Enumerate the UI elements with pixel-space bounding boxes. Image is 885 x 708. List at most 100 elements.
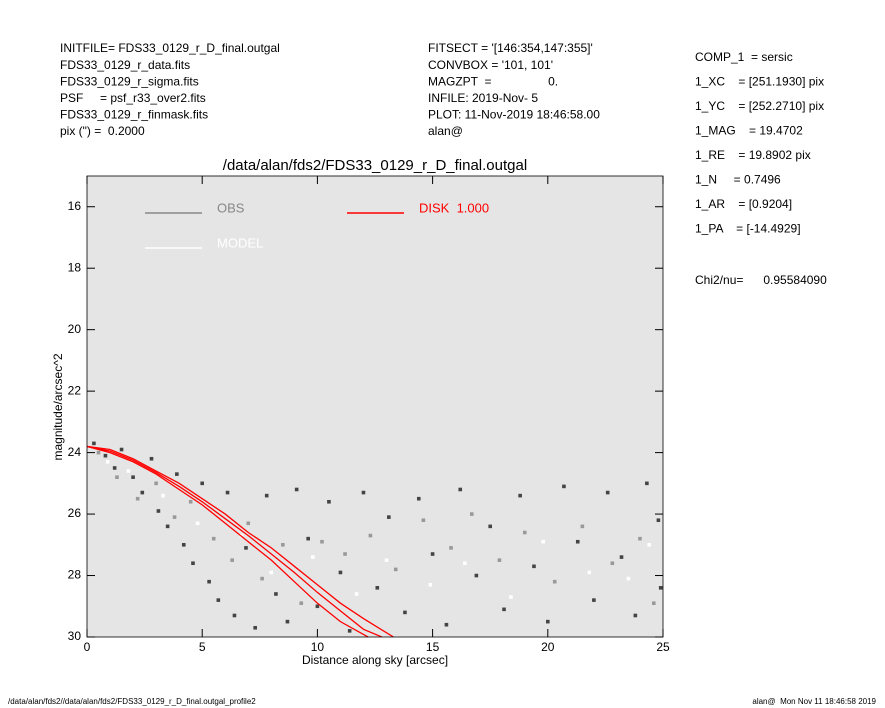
data-point	[246, 521, 251, 526]
fit-param: 1_MAG = 19.4702	[695, 124, 803, 138]
x-axis-title: Distance along sky [arcsec]	[302, 653, 448, 667]
data-point	[502, 607, 506, 612]
data-point	[430, 552, 435, 556]
data-point	[156, 509, 161, 513]
data-point	[112, 466, 117, 470]
y-tick-label: 16	[68, 199, 82, 213]
header-mid-line: FITSECT = '[146:354,147:355]'	[428, 41, 593, 55]
data-point	[546, 619, 550, 624]
data-point	[126, 469, 131, 473]
data-point	[306, 536, 310, 541]
legend-label: OBS	[217, 200, 245, 215]
data-point	[165, 524, 170, 529]
data-point	[541, 539, 545, 544]
data-point	[216, 598, 221, 602]
data-point	[135, 496, 140, 501]
data-point	[269, 570, 274, 575]
data-point	[211, 536, 216, 541]
y-tick-label: 30	[68, 629, 82, 643]
x-tick-label: 20	[541, 640, 555, 654]
model-line	[87, 445, 369, 637]
chi2: Chi2/nu= 0.95584090	[695, 273, 827, 287]
data-point	[274, 592, 278, 596]
header-mid-line: CONVBOX = '101, 101'	[428, 58, 553, 72]
header-left-line: FDS33_0129_r_finmask.fits	[60, 108, 208, 122]
data-point	[225, 490, 230, 495]
data-point	[253, 625, 257, 630]
chart-title: /data/alan/fds2/FDS33_0129_r_D_final.out…	[223, 157, 527, 174]
data-point	[230, 558, 234, 562]
data-point	[260, 576, 264, 581]
x-tick-label: 25	[656, 640, 670, 654]
model-line	[87, 445, 383, 637]
data-point	[497, 558, 502, 562]
data-point	[587, 570, 592, 575]
y-axis-title: magnitude/arcsec^2	[51, 353, 65, 460]
data-point	[294, 487, 299, 492]
fit-param: 1_XC = [251.1930] pix	[695, 75, 824, 89]
fit-param: 1_AR = [0.9204]	[695, 197, 792, 211]
data-point	[605, 490, 610, 495]
y-tick-label: 26	[68, 506, 82, 520]
y-tick-label: 24	[68, 445, 82, 459]
data-point	[175, 472, 179, 476]
legend-label: MODEL	[217, 235, 263, 250]
data-point	[518, 493, 522, 498]
data-point	[368, 533, 373, 538]
data-point	[393, 567, 398, 572]
x-tick-label: 10	[311, 640, 325, 654]
data-point	[188, 499, 193, 504]
y-tick-label: 20	[68, 322, 82, 336]
data-point	[375, 586, 380, 590]
data-point	[647, 543, 651, 547]
data-point	[509, 595, 513, 599]
data-point	[264, 493, 269, 498]
data-point	[428, 582, 433, 587]
fit-param: COMP_1 = sersic	[695, 50, 793, 64]
x-tick-label: 5	[199, 640, 206, 654]
data-point	[161, 493, 165, 498]
data-point	[610, 561, 615, 566]
header-mid-line: INFILE: 2019-Nov- 5	[428, 91, 538, 105]
data-point	[384, 558, 389, 562]
header-left-line: INITFILE= FDS33_0129_r_D_final.outgal	[60, 41, 280, 55]
plot-data	[87, 441, 663, 637]
header-mid-line: MAGZPT = 0.	[428, 74, 558, 88]
data-point	[633, 613, 638, 618]
data-point	[338, 570, 343, 575]
data-point	[310, 555, 315, 559]
y-tick-label: 22	[68, 383, 82, 397]
data-point	[387, 515, 391, 519]
x-tick-label: 15	[426, 640, 440, 654]
data-point	[140, 490, 145, 495]
data-point	[320, 539, 324, 544]
data-point	[416, 496, 421, 501]
data-point	[658, 586, 663, 590]
data-point	[651, 601, 656, 605]
data-point	[96, 450, 101, 455]
data-point	[645, 481, 649, 486]
plot-frame	[86, 175, 664, 638]
data-point	[154, 481, 158, 486]
fit-param: 1_PA = [-14.4929]	[695, 222, 801, 236]
data-point	[131, 475, 135, 479]
data-point	[347, 629, 352, 633]
data-point	[232, 613, 237, 618]
data-point	[207, 579, 211, 584]
plot-background	[87, 176, 663, 637]
header-mid-line: PLOT: 11-Nov-2019 18:46:58.00	[428, 108, 600, 122]
data-point	[191, 561, 195, 566]
y-tick-label: 28	[68, 568, 82, 582]
data-point	[458, 487, 463, 492]
fit-param: 1_RE = 19.8902 pix	[695, 148, 811, 162]
data-point	[626, 576, 631, 581]
header-left-line: pix (") = 0.2000	[60, 124, 145, 138]
data-point	[281, 543, 285, 547]
data-point	[619, 555, 624, 559]
data-point	[327, 499, 331, 504]
header-mid-line: alan@	[428, 124, 463, 138]
data-point	[463, 561, 467, 566]
data-point	[444, 622, 449, 627]
data-point	[105, 460, 110, 464]
